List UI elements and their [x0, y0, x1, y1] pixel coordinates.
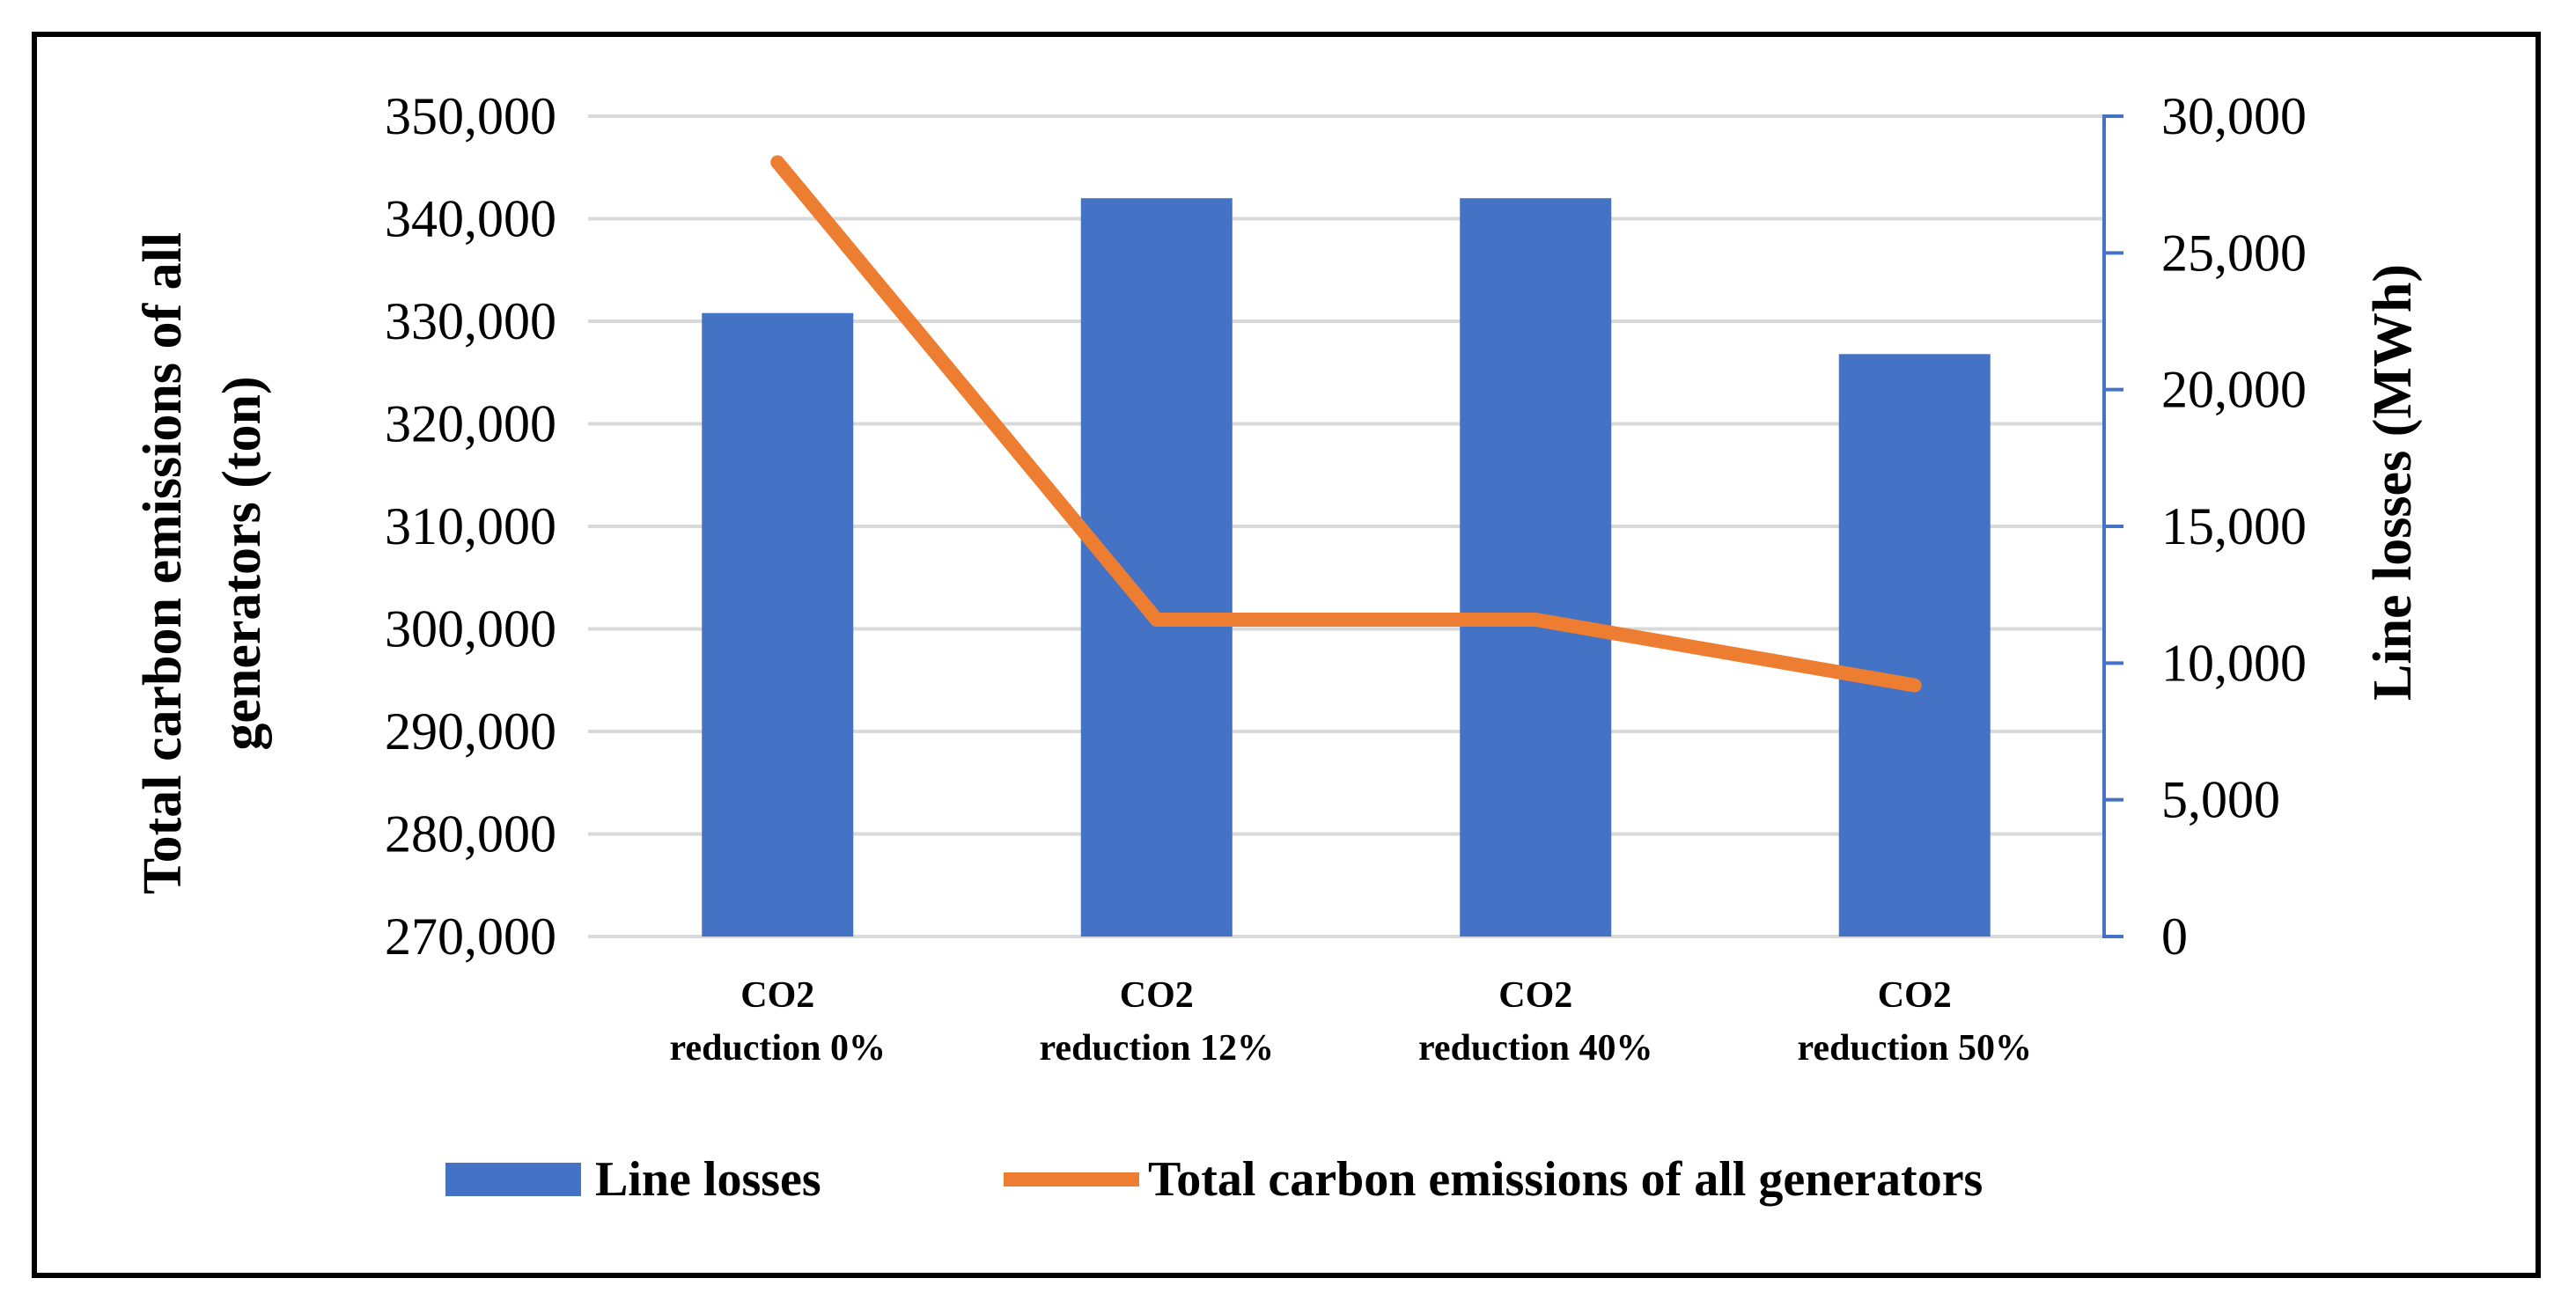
right-axis-title-text: Line losses (MWh)	[2363, 264, 2423, 701]
legend-swatch-line-losses	[445, 1163, 581, 1196]
right-tick-label: 30,000	[2161, 87, 2307, 145]
left-tick-label: 340,000	[385, 190, 556, 248]
category-label-line: CO2	[1120, 975, 1194, 1016]
left-tick-label: 270,000	[385, 907, 556, 966]
category-label-line: CO2	[1498, 975, 1572, 1016]
left-axis-title-line-2: generators (ton)	[212, 376, 272, 750]
left-tick-label: 310,000	[385, 497, 556, 555]
chart-frame	[32, 32, 2541, 1278]
right-tick-label: 0	[2161, 907, 2188, 966]
legend-label-carbon-emissions: Total carbon emissions of all generators	[1148, 1152, 1983, 1207]
category-label: CO2 reduction 12%	[1040, 975, 1274, 1069]
bar-line-losses	[1838, 354, 1991, 937]
bar-line-losses	[702, 312, 854, 937]
left-tick-label: 290,000	[385, 702, 556, 760]
legend-label-line-losses: Line losses	[595, 1152, 821, 1207]
category-label-line: CO2	[1878, 975, 1952, 1016]
right-tick-label: 20,000	[2161, 361, 2307, 419]
left-axis-title: Total carbon emissions of all generators…	[133, 232, 272, 894]
right-axis: 0 5,000 10,000 15,000 20,000 25,000 30,000	[2102, 87, 2307, 966]
category-label-line: reduction 40%	[1418, 1028, 1652, 1069]
line-carbon-emissions	[770, 155, 1922, 693]
category-label-line: reduction 0%	[670, 1028, 886, 1069]
category-label: CO2 reduction 50%	[1798, 975, 2032, 1069]
category-label-line: CO2	[740, 975, 814, 1016]
right-tick-label: 25,000	[2161, 224, 2307, 282]
left-tick-label: 300,000	[385, 600, 556, 658]
category-label-line: reduction 12%	[1040, 1028, 1274, 1069]
legend: Line losses Total carbon emissions of al…	[445, 1152, 1983, 1207]
category-labels: CO2 reduction 0% CO2 reduction 12% CO2 reduct…	[670, 975, 2032, 1069]
right-tick-label: 10,000	[2161, 634, 2307, 692]
left-tick-label: 320,000	[385, 395, 556, 453]
category-label: CO2 reduction 0%	[670, 975, 886, 1069]
bar-line-losses	[1080, 198, 1233, 937]
bar-line-losses	[1460, 198, 1612, 937]
left-tick-label: 280,000	[385, 805, 556, 863]
category-label-line: reduction 50%	[1798, 1028, 2032, 1069]
right-axis-title: Line losses (MWh)	[2363, 264, 2423, 701]
left-tick-label: 350,000	[385, 87, 556, 145]
line-series-carbon-emissions	[770, 155, 1922, 693]
left-tick-label: 330,000	[385, 292, 556, 350]
right-tick-label: 15,000	[2161, 497, 2307, 555]
left-axis-ticks: 270,000 280,000 290,000 300,000 310,000 320,0…	[385, 87, 556, 966]
category-label: CO2 reduction 40%	[1418, 975, 1652, 1069]
right-tick-label: 5,000	[2161, 771, 2280, 829]
left-axis-title-line-1: Total carbon emissions of all	[133, 232, 193, 894]
